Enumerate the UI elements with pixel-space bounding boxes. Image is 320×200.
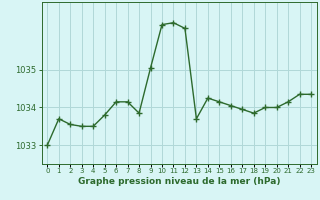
X-axis label: Graphe pression niveau de la mer (hPa): Graphe pression niveau de la mer (hPa) bbox=[78, 177, 280, 186]
